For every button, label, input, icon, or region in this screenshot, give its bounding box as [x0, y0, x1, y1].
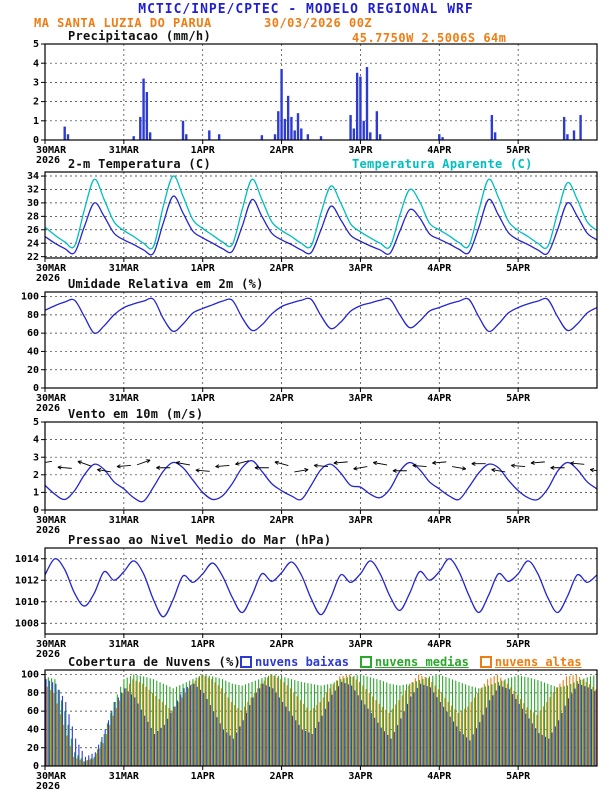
legend-label-low-clouds: nuvens baixas — [255, 655, 349, 669]
station-name: MA SANTA LUZIA DO PARUA — [34, 16, 212, 30]
panel-title-pressure: Pressao ao Nivel Medio do Mar (hPa) — [68, 533, 332, 547]
panel-title-clouds: Cobertura de Nuvens (%) — [68, 655, 242, 669]
panel-title-precipitation: Precipitacao (mm/h) — [68, 29, 211, 43]
legend-item-mid-clouds: nuvens medias — [359, 655, 469, 669]
low-clouds-swatch-icon — [240, 656, 252, 668]
high-clouds-swatch-icon — [479, 656, 492, 668]
station-coordinates: 45.7750W 2.5006S 64m — [352, 31, 507, 45]
panel-title-humidity: Umidade Relativa em 2m (%) — [68, 277, 264, 291]
model-title: MCTIC/INPE/CPTEC - MODELO REGIONAL WRF — [138, 2, 474, 17]
panel-title-apparent-temperature: Temperatura Aparente (C) — [352, 157, 533, 171]
mid-clouds-swatch-icon — [359, 656, 372, 668]
legend-label-mid-clouds: nuvens medias — [374, 655, 469, 669]
panel-title-temperature: 2-m Temperatura (C) — [68, 157, 211, 171]
legend-label-high-clouds: nuvens altas — [494, 655, 582, 669]
legend-item-high-clouds: nuvens altas — [479, 655, 582, 669]
legend-item-low-clouds: nuvens baixas — [240, 655, 349, 669]
cloud-legend: nuvens baixas nuvens medias nuvens altas — [240, 655, 582, 669]
panel-title-wind: Vento em 10m (m/s) — [68, 407, 204, 421]
run-datetime: 30/03/2026 00Z — [264, 16, 373, 30]
